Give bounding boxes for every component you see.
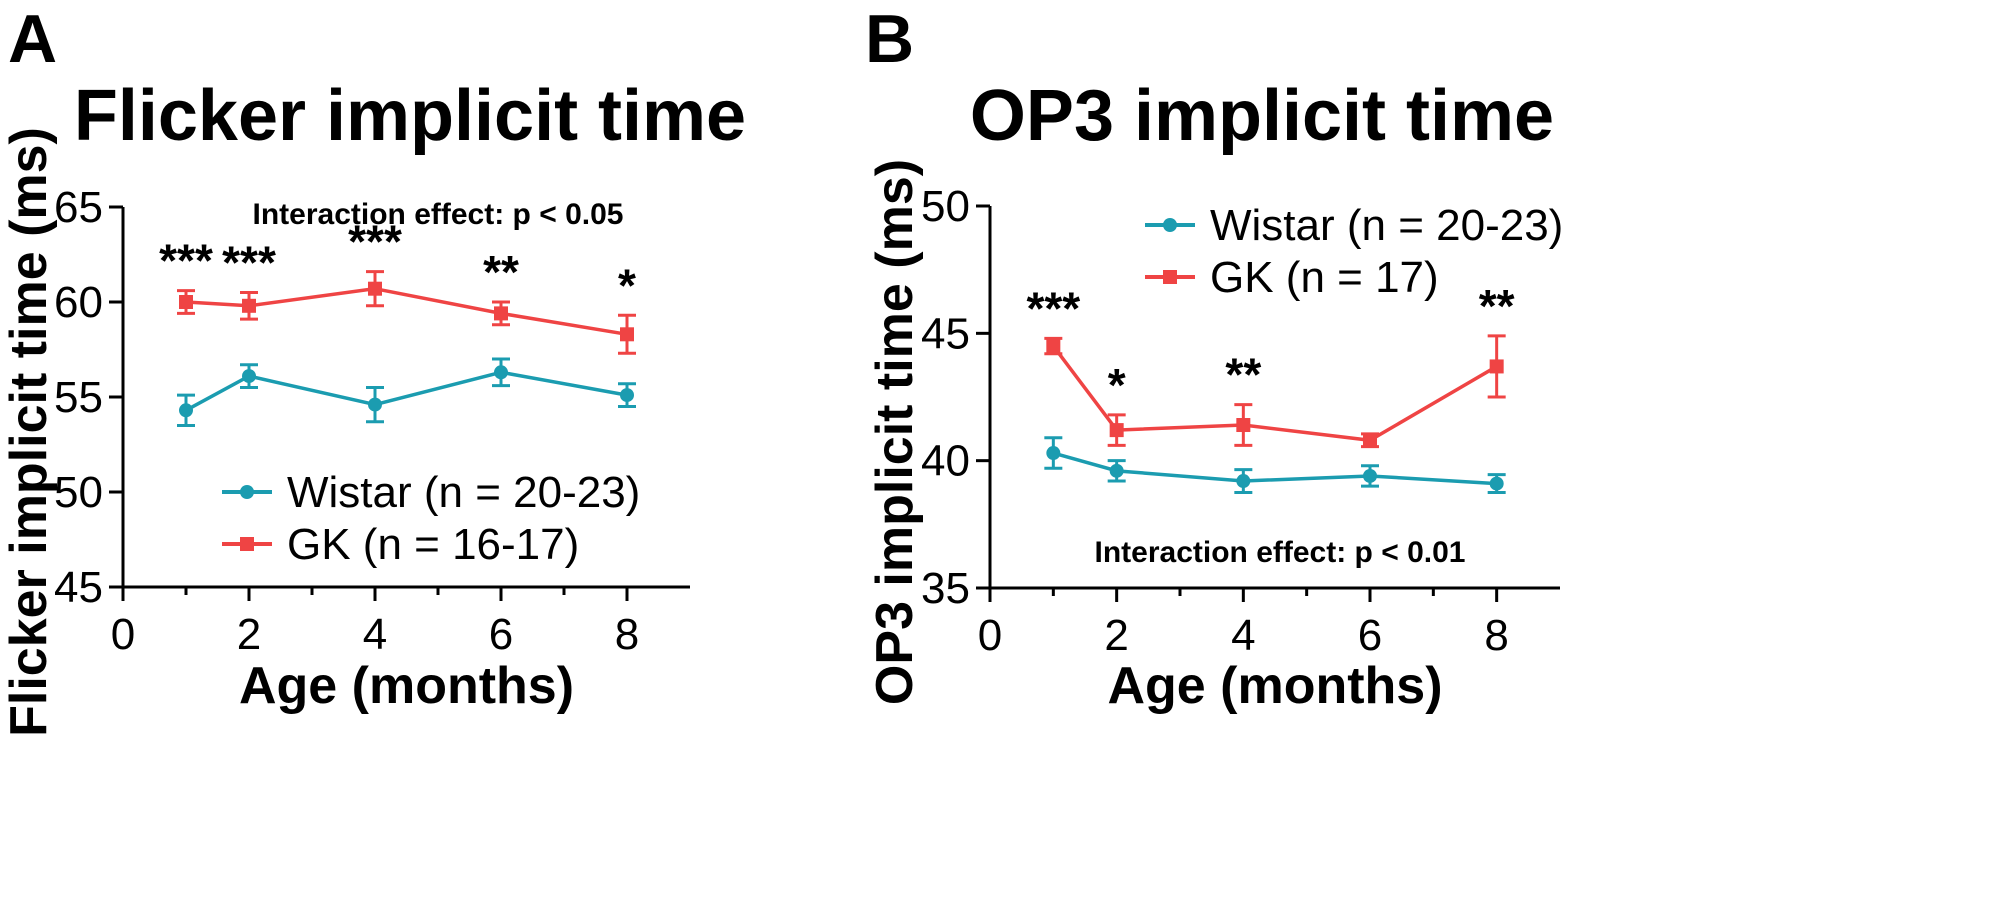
x-tick-label: 0	[978, 611, 1002, 660]
data-point	[494, 365, 508, 380]
x-tick-label: 6	[489, 610, 513, 659]
legend-label: GK (n = 16-17)	[287, 520, 579, 569]
series-wistar	[1044, 436, 1506, 494]
data-point	[368, 397, 382, 412]
data-point	[179, 403, 193, 418]
legend-entry: GK (n = 16-17)	[222, 520, 579, 569]
legend-entry: Wistar (n = 20-23)	[222, 468, 640, 517]
y-axis-label: OP3 implicit time (ms)	[866, 159, 924, 705]
y-tick-label: 35	[921, 564, 970, 613]
significance-marker: **	[1225, 349, 1261, 401]
y-tick-label: 55	[54, 373, 103, 422]
legend-swatch-marker	[1163, 218, 1177, 232]
data-point	[620, 327, 634, 342]
y-tick-label: 60	[54, 278, 103, 327]
significance-marker: **	[483, 246, 519, 298]
legend-swatch-marker	[1163, 270, 1177, 284]
data-point	[1109, 423, 1124, 438]
data-point	[368, 281, 382, 296]
x-tick-label: 2	[1104, 611, 1128, 660]
legend-swatch-marker	[240, 485, 254, 499]
x-tick-label: 2	[237, 610, 261, 659]
series-gk	[1044, 334, 1506, 449]
panel-letter: A	[8, 1, 57, 77]
significance-marker: **	[1479, 280, 1515, 332]
significance-marker: ***	[159, 235, 213, 287]
y-tick-label: 45	[921, 309, 970, 358]
significance-marker: ***	[1026, 282, 1080, 334]
significance-marker: ***	[222, 237, 276, 289]
panel-b-op3-implicit-time: B OP3 implicit time 35 40 45 50 0 2 4 6 8 Age (mont…	[865, 1, 1563, 715]
chart-title: OP3 implicit time	[970, 76, 1554, 156]
legend-entry: GK (n = 17)	[1145, 253, 1439, 302]
y-axis-label: Flicker implicit time (ms)	[0, 127, 58, 737]
x-axis-label: Age (months)	[1107, 657, 1442, 715]
data-point	[242, 298, 256, 313]
data-point	[1046, 446, 1061, 461]
x-tick-label: 4	[363, 610, 387, 659]
y-tick-label: 45	[54, 563, 103, 612]
x-tick-label: 0	[111, 610, 135, 659]
chart-title: Flicker implicit time	[74, 76, 746, 156]
interaction-note: Interaction effect: p < 0.05	[253, 198, 624, 231]
legend-label: Wistar (n = 20-23)	[287, 468, 640, 517]
legend-label: GK (n = 17)	[1210, 253, 1439, 302]
significance-marker: *	[618, 259, 636, 311]
interaction-note: Interaction effect: p < 0.01	[1095, 536, 1466, 569]
data-point	[620, 388, 634, 403]
data-point	[1363, 468, 1377, 483]
data-point	[1489, 476, 1504, 491]
data-point	[1109, 463, 1124, 478]
significance-marker: *	[1108, 359, 1126, 411]
data-point	[1236, 474, 1251, 489]
series-wistar	[177, 357, 636, 427]
data-point	[494, 306, 508, 321]
data-point	[1046, 339, 1061, 354]
significance-marker: ***	[348, 216, 402, 268]
legend-label: Wistar (n = 20-23)	[1210, 201, 1563, 250]
series-gk	[177, 270, 636, 355]
x-tick-label: 4	[1231, 611, 1255, 660]
y-tick-label: 40	[921, 437, 970, 486]
x-tick-label: 8	[1484, 611, 1508, 660]
x-tick-label: 6	[1358, 611, 1382, 660]
y-tick-label: 65	[54, 183, 103, 232]
legend-entry: Wistar (n = 20-23)	[1145, 201, 1563, 250]
panel-letter: B	[865, 1, 914, 77]
data-point	[242, 369, 256, 384]
y-tick-label: 50	[54, 468, 103, 517]
data-point	[1236, 418, 1251, 433]
y-tick-label: 50	[921, 182, 970, 231]
x-axis-label: Age (months)	[239, 657, 574, 715]
data-point	[1363, 433, 1377, 448]
x-tick-label: 8	[615, 610, 639, 659]
data-point	[179, 295, 193, 309]
data-point	[1489, 359, 1504, 374]
legend-swatch-marker	[240, 537, 254, 551]
